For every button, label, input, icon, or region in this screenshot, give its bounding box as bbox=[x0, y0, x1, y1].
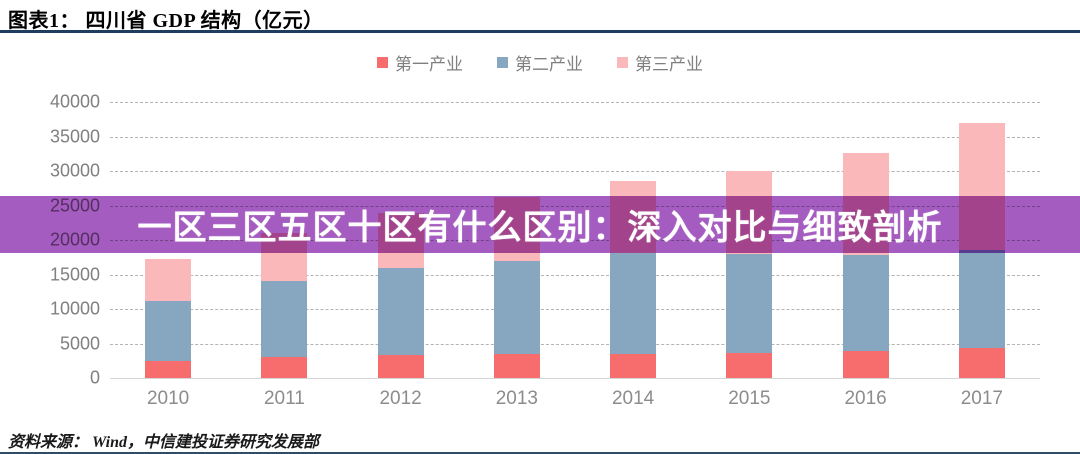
x-tick-label: 2014 bbox=[611, 388, 655, 409]
bar-segment bbox=[261, 281, 308, 358]
x-tick-label: 2011 bbox=[263, 388, 305, 409]
bar-segment bbox=[726, 352, 773, 378]
gridline bbox=[110, 171, 1040, 172]
bar-segment bbox=[958, 249, 1005, 349]
bar-segment bbox=[726, 254, 773, 353]
bar-segment bbox=[261, 357, 308, 378]
plot-area bbox=[110, 102, 1040, 379]
legend-item-2: 第三产业 bbox=[617, 50, 703, 75]
legend-label: 第二产业 bbox=[515, 55, 583, 74]
gridline bbox=[110, 102, 1040, 103]
gridline bbox=[110, 343, 1040, 345]
bar-segment bbox=[610, 253, 657, 354]
gridline bbox=[110, 136, 1040, 138]
x-tick-label: 2016 bbox=[844, 388, 887, 409]
legend-item-1: 第二产业 bbox=[497, 50, 583, 75]
legend-swatch-icon bbox=[377, 57, 388, 68]
gridline bbox=[110, 309, 1040, 310]
legend-label: 第一产业 bbox=[395, 55, 463, 74]
bar-segment bbox=[145, 301, 192, 361]
legend-swatch-icon bbox=[497, 57, 508, 68]
x-tick-label: 2010 bbox=[146, 388, 190, 409]
bar-segment bbox=[493, 354, 540, 378]
legend-swatch-icon bbox=[617, 57, 628, 68]
y-tick-label: 10000 bbox=[49, 298, 100, 319]
x-tick-label: 2012 bbox=[379, 388, 422, 409]
bar-segment bbox=[493, 260, 540, 355]
legend-item-0: 第一产业 bbox=[377, 50, 463, 75]
x-axis-line bbox=[110, 378, 1040, 379]
bar-2011 bbox=[261, 232, 308, 378]
gridline bbox=[110, 274, 1040, 276]
x-tick-label: 2017 bbox=[960, 388, 1004, 409]
legend: 第一产业 第二产业 第三产业 bbox=[0, 50, 1080, 75]
bar-segment bbox=[958, 348, 1005, 378]
bar-2016 bbox=[842, 152, 889, 378]
source-note: 资料来源： Wind，中信建投证券研究发展部 bbox=[8, 434, 319, 451]
x-axis: 2010 2011 2012 2013 2014 2015 2016 2017 bbox=[110, 388, 1040, 410]
y-tick-label: 35000 bbox=[49, 126, 100, 146]
y-tick-label: 0 bbox=[89, 367, 100, 388]
y-tick-label: 15000 bbox=[49, 264, 100, 284]
bar-segment bbox=[610, 353, 657, 378]
bar-segment bbox=[842, 254, 889, 351]
bar-segment bbox=[145, 259, 192, 302]
bar-segment bbox=[377, 355, 424, 378]
promo-banner-text: 一区三区五区十区有什么区别：深入对比与细致剖析 bbox=[137, 209, 943, 247]
bar-segment bbox=[377, 268, 424, 356]
y-tick-label: 30000 bbox=[49, 160, 100, 181]
y-tick-label: 40000 bbox=[49, 91, 100, 112]
promo-banner-background bbox=[0, 196, 1080, 253]
header-divider bbox=[0, 30, 1080, 33]
chart-header: 图表1： 四川省 GDP 结构（亿元） bbox=[0, 0, 1080, 35]
bar-segment bbox=[145, 360, 192, 378]
x-tick-label: 2013 bbox=[495, 388, 539, 409]
bottom-divider bbox=[0, 452, 1080, 454]
chart-title: 图表1： 四川省 GDP 结构（亿元） bbox=[8, 10, 324, 32]
bar-2017 bbox=[958, 122, 1005, 378]
bar-2010 bbox=[145, 259, 192, 378]
y-tick-label: 5000 bbox=[59, 333, 100, 353]
legend-label: 第三产业 bbox=[635, 55, 703, 74]
x-tick-label: 2015 bbox=[728, 388, 771, 409]
bar-segment bbox=[842, 350, 889, 378]
